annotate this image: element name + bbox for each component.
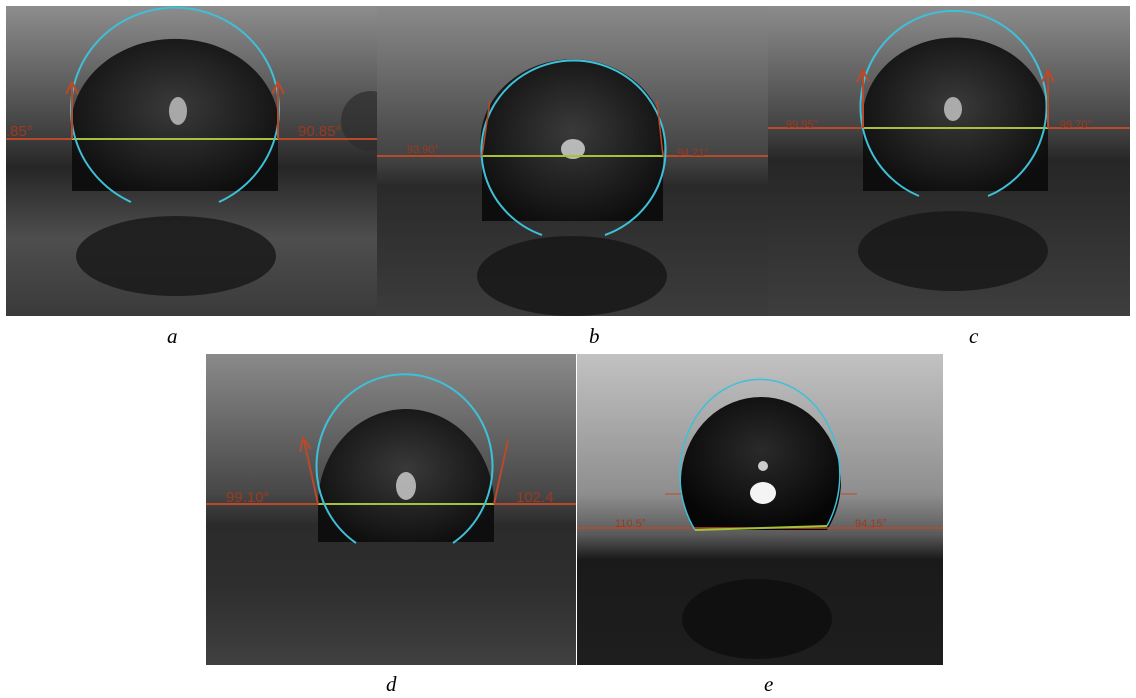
contact-angle-left-c: 99.95° (786, 119, 818, 131)
caption-a: a (167, 324, 178, 348)
droplet-image-a: .85° 90.85° (6, 6, 378, 316)
droplet-photo-e: 110.5° 94.15° (577, 354, 943, 665)
contact-angle-left-e: 110.5° (615, 518, 646, 530)
droplet-image-b: 93.90° 94.21° (377, 6, 768, 316)
contact-angle-right-d: 102.4 (516, 489, 554, 506)
droplet-image-c: 99.95° 99.70° (768, 6, 1130, 316)
droplet-photo-d: 99.10° 102.4 (206, 354, 576, 665)
contact-angle-right-e: 94.15° (855, 518, 887, 530)
droplet-photo-c: 99.95° 99.70° (768, 6, 1130, 316)
droplet-photo-b: 93.90° 94.21° (377, 6, 768, 316)
caption-d: d (386, 672, 397, 696)
caption-c: c (969, 324, 979, 348)
caption-e: e (764, 672, 774, 696)
droplet-image-e: 110.5° 94.15° (577, 354, 943, 665)
contact-angle-right-a: 90.85° (298, 123, 342, 140)
caption-b: b (589, 324, 600, 348)
droplet-photo-a: .85° 90.85° (6, 6, 378, 316)
contact-angle-left-a: .85° (6, 123, 33, 140)
contact-angle-left-b: 93.90° (407, 144, 439, 156)
contact-angle-right-c: 99.70° (1060, 119, 1092, 131)
contact-angle-right-b: 94.21° (677, 147, 709, 159)
droplet-image-d: 99.10° 102.4 (206, 354, 576, 665)
contact-angle-left-d: 99.10° (226, 489, 270, 506)
